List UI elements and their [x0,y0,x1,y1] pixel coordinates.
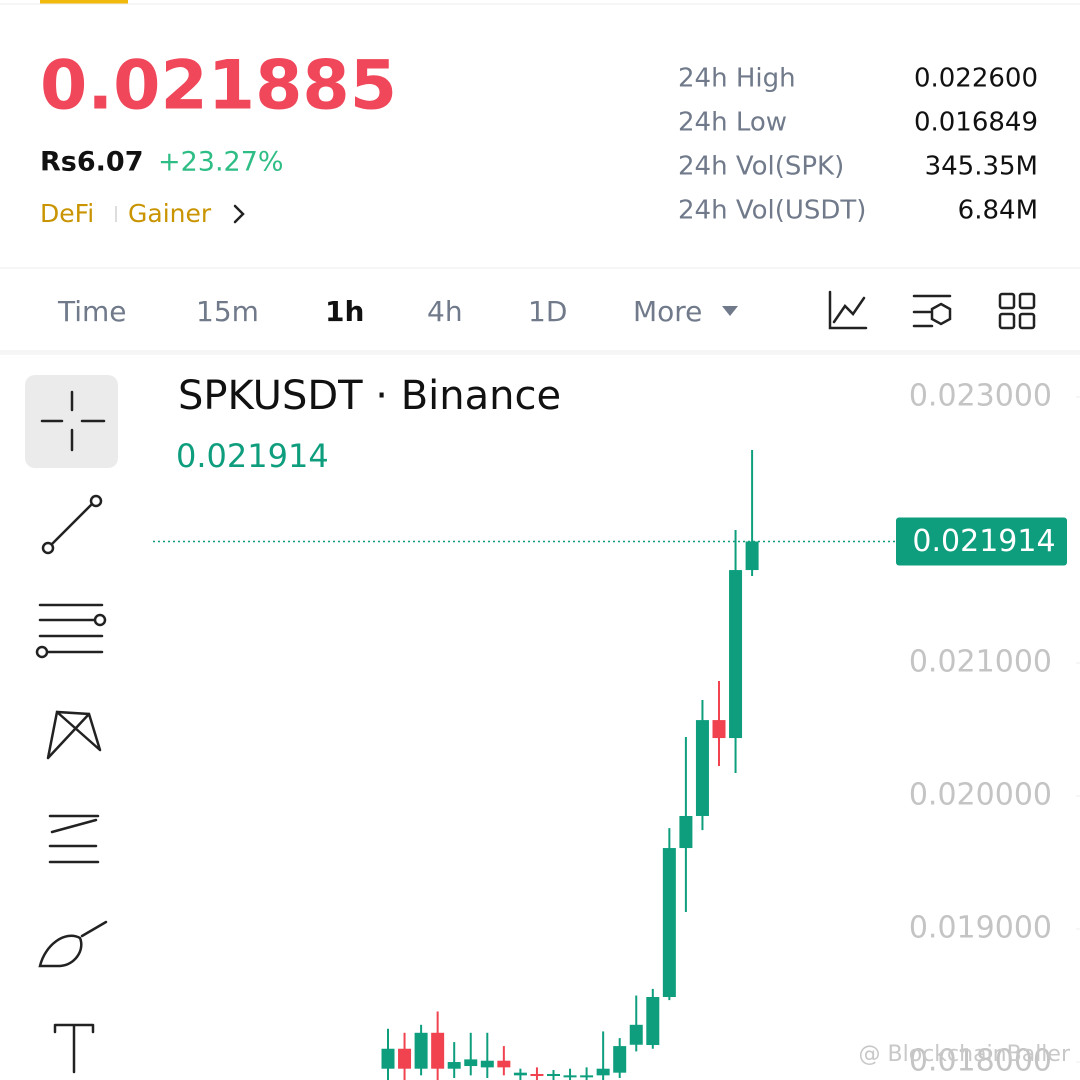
timeframe-tab[interactable]: Time [57,295,127,328]
drawing-tools[interactable] [25,375,118,1074]
stat-label: 24h Vol(SPK) [678,152,844,182]
timeframe-tab[interactable]: 15m [196,295,259,328]
y-tick-label: 0.023000 [909,379,1052,414]
candle-body [480,1060,494,1068]
stat-label: 24h High [678,64,796,94]
divider [0,350,1080,355]
stat-label: 24h Low [678,108,787,138]
candle-body [613,1046,627,1073]
stat-value: 345.35M [925,152,1038,182]
candle-body [629,1024,643,1045]
candle-body [646,997,660,1046]
candle-body [547,1074,560,1077]
y-tick-label: 0.021000 [909,645,1052,680]
last-price-box [896,517,1067,566]
candle-body [662,848,676,998]
candle-body [563,1075,577,1078]
tabs: Time 15m 1h 4h 1D More [57,295,702,328]
candle-body [447,1062,461,1069]
last-price-label: 0.021914 [912,524,1055,559]
candle-body [729,570,743,739]
stats: 24h High 0.022600 24h Low 0.016849 24h Vol(S… [678,64,1038,226]
chevron [233,204,245,224]
timeframe-tab[interactable]: 4h [427,295,463,328]
watermark: @ BlockchainBaller [859,1042,1071,1067]
change: +23.27% [158,147,284,178]
y-tick-label: 0.018000 [909,1044,1052,1079]
stat-value: 0.022600 [914,64,1038,94]
candle-body [497,1060,511,1068]
candle-body [513,1072,527,1076]
candle-body [695,720,709,816]
candle-body [596,1068,610,1076]
candle-body [712,720,726,739]
fiat-price: Rs6.07 [40,147,143,178]
stat-value: 6.84M [958,196,1038,226]
candle-body [398,1048,412,1069]
y-tick-label: 0.019000 [909,911,1052,946]
tab-indicator [40,0,128,4]
tag[interactable]: Gainer [128,199,212,228]
chart-tools[interactable] [828,290,1036,330]
timeframe-tab[interactable]: 1h [325,295,364,328]
candle-body [381,1048,395,1069]
dropdown-arrow [722,306,738,316]
candle-body [745,541,759,571]
timeframe-tab[interactable]: 1D [528,295,567,328]
stat-value: 0.016849 [914,108,1038,138]
candle-body [580,1075,594,1078]
candle-body [414,1032,428,1069]
candle-body [679,815,693,849]
stat-label: 24h Vol(USDT) [678,196,866,226]
current-price: 0.021914 [176,437,329,475]
candle-body [431,1032,445,1069]
y-tick-label: 0.020000 [909,778,1052,813]
price: 0.021885 [40,47,397,126]
candle-body [530,1074,544,1077]
plot: 0.023000 0.021000 0.020000 0.019000 0.018000… [153,379,1080,1080]
candle-body [464,1059,478,1067]
chart-title: SPKUSDT · Binance [178,373,561,419]
tag[interactable]: DeFi [40,199,94,228]
timeframe-tab[interactable]: More [633,295,702,328]
